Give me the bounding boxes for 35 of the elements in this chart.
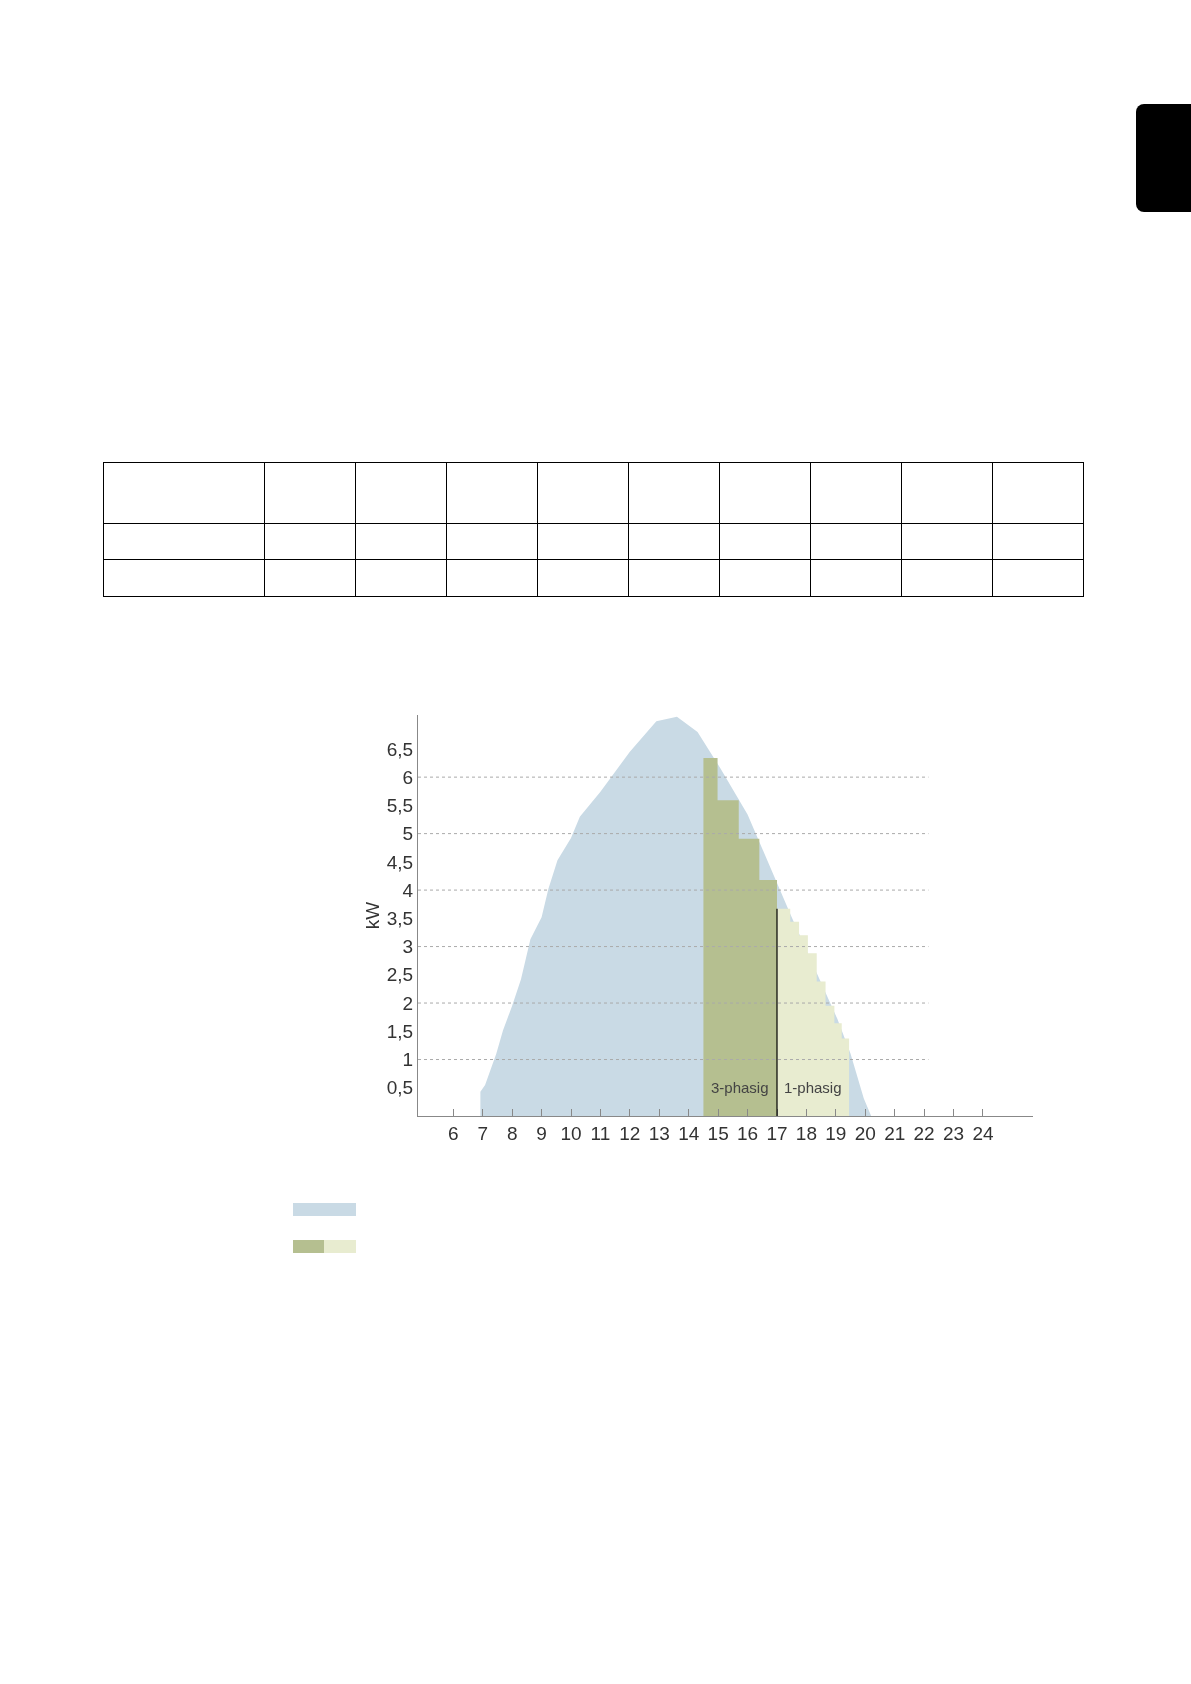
y-tick-label: 4 bbox=[402, 879, 414, 901]
x-tick-label: 10 bbox=[560, 1122, 582, 1144]
y-tick-label: 2 bbox=[402, 992, 414, 1014]
y-tick-label: 3,5 bbox=[386, 907, 414, 929]
y-tick-label: 6 bbox=[402, 766, 414, 788]
y-tick-label: 1 bbox=[402, 1049, 414, 1071]
x-tick-label: 14 bbox=[678, 1122, 700, 1144]
x-tick-label: 24 bbox=[972, 1122, 994, 1144]
x-tick-label: 17 bbox=[766, 1122, 788, 1144]
x-tick-label: 18 bbox=[795, 1122, 817, 1144]
y-tick-label: 6,5 bbox=[386, 738, 414, 760]
y-tick-label: 5 bbox=[402, 823, 414, 845]
series-label: 1-phasig bbox=[784, 1079, 842, 1096]
x-tick-label: 15 bbox=[707, 1122, 729, 1144]
x-tick-label: 23 bbox=[942, 1122, 965, 1144]
x-tick-label: 11 bbox=[590, 1122, 611, 1144]
y-tick-label: 2,5 bbox=[386, 964, 414, 986]
y-tick-label: 0,5 bbox=[386, 1077, 414, 1099]
y-tick-label: 4,5 bbox=[386, 851, 414, 873]
x-tick-label: 21 bbox=[884, 1122, 906, 1144]
y-tick-label: 5,5 bbox=[386, 795, 414, 817]
x-tick-label: 6 bbox=[448, 1122, 459, 1144]
x-tick-label: 9 bbox=[536, 1122, 547, 1144]
x-tick-label: 12 bbox=[619, 1122, 641, 1144]
x-tick-label: 20 bbox=[854, 1122, 876, 1144]
y-tick-label: 3 bbox=[402, 936, 414, 958]
x-tick-label: 19 bbox=[825, 1122, 847, 1144]
x-tick-label: 16 bbox=[737, 1122, 759, 1144]
y-axis-title: kW bbox=[361, 901, 383, 930]
x-tick-label: 8 bbox=[506, 1122, 518, 1144]
x-tick-label: 13 bbox=[648, 1122, 670, 1144]
x-tick-label: 7 bbox=[477, 1122, 489, 1144]
y-tick-label: 1,5 bbox=[386, 1020, 414, 1042]
series-label: 3-phasig bbox=[711, 1079, 769, 1096]
x-tick-label: 22 bbox=[913, 1122, 935, 1144]
